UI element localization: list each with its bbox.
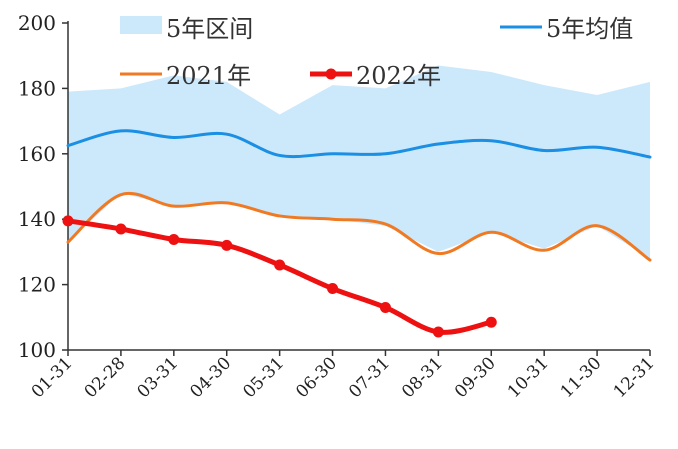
series-line-2 [66,191,652,262]
y-tick-label: 120 [18,273,56,297]
series-point-3 [115,223,127,235]
x-tick-label: 06-30 [292,353,341,402]
y-tick-label: 160 [18,142,56,166]
x-tick-label: 02-28 [81,353,130,402]
series-point-3 [327,283,339,295]
series-lines [62,129,652,338]
x-tick-label: 11-30 [557,353,606,402]
y-tick-label: 100 [18,338,56,362]
series-point-3 [62,215,74,227]
series-point-3 [221,239,233,251]
series-point-3 [432,326,444,338]
series-point-3 [274,259,286,271]
legend-marker-2022 [325,68,337,80]
x-tick-label: 03-31 [134,353,183,402]
legend: 5年区间 5年均值 2021年 2022年 [120,15,633,90]
x-tick-label: 08-31 [398,353,447,402]
legend-label-2022: 2022年 [356,62,441,90]
x-tick-label: 09-30 [451,353,500,402]
series-point-3 [379,301,391,313]
legend-label-mean: 5年均值 [546,15,633,43]
series-point-3 [168,233,180,245]
range-band-layer [68,65,650,259]
legend-label-band: 5年区间 [166,15,253,43]
y-tick-label: 180 [18,76,56,100]
x-tick-label: 04-30 [186,353,235,402]
x-tick-label: 07-31 [345,353,394,402]
series-point-3 [485,316,497,328]
x-tick-label: 05-31 [239,353,288,402]
y-tick-label: 140 [18,207,56,231]
x-tick-label: 12-31 [610,353,659,402]
legend-swatch-band [120,16,162,34]
x-tick-label: 10-31 [504,353,553,402]
legend-label-2021: 2021年 [166,62,251,90]
series-line-1 [66,129,652,159]
range-band-area [68,65,650,259]
y-tick-label: 200 [18,11,56,35]
